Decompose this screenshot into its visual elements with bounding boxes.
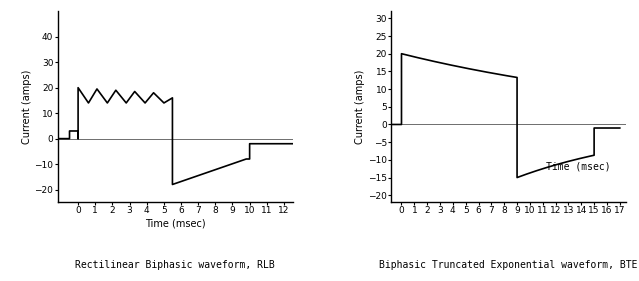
Text: Rectilinear Biphasic waveform, RLB: Rectilinear Biphasic waveform, RLB [75,260,275,270]
Y-axis label: Current (amps): Current (amps) [355,70,366,144]
Y-axis label: Current (amps): Current (amps) [22,70,31,144]
Text: Biphasic Truncated Exponential waveform, BTE: Biphasic Truncated Exponential waveform,… [380,260,638,270]
X-axis label: Time (msec): Time (msec) [144,218,205,228]
Text: Time (msec): Time (msec) [546,162,611,172]
